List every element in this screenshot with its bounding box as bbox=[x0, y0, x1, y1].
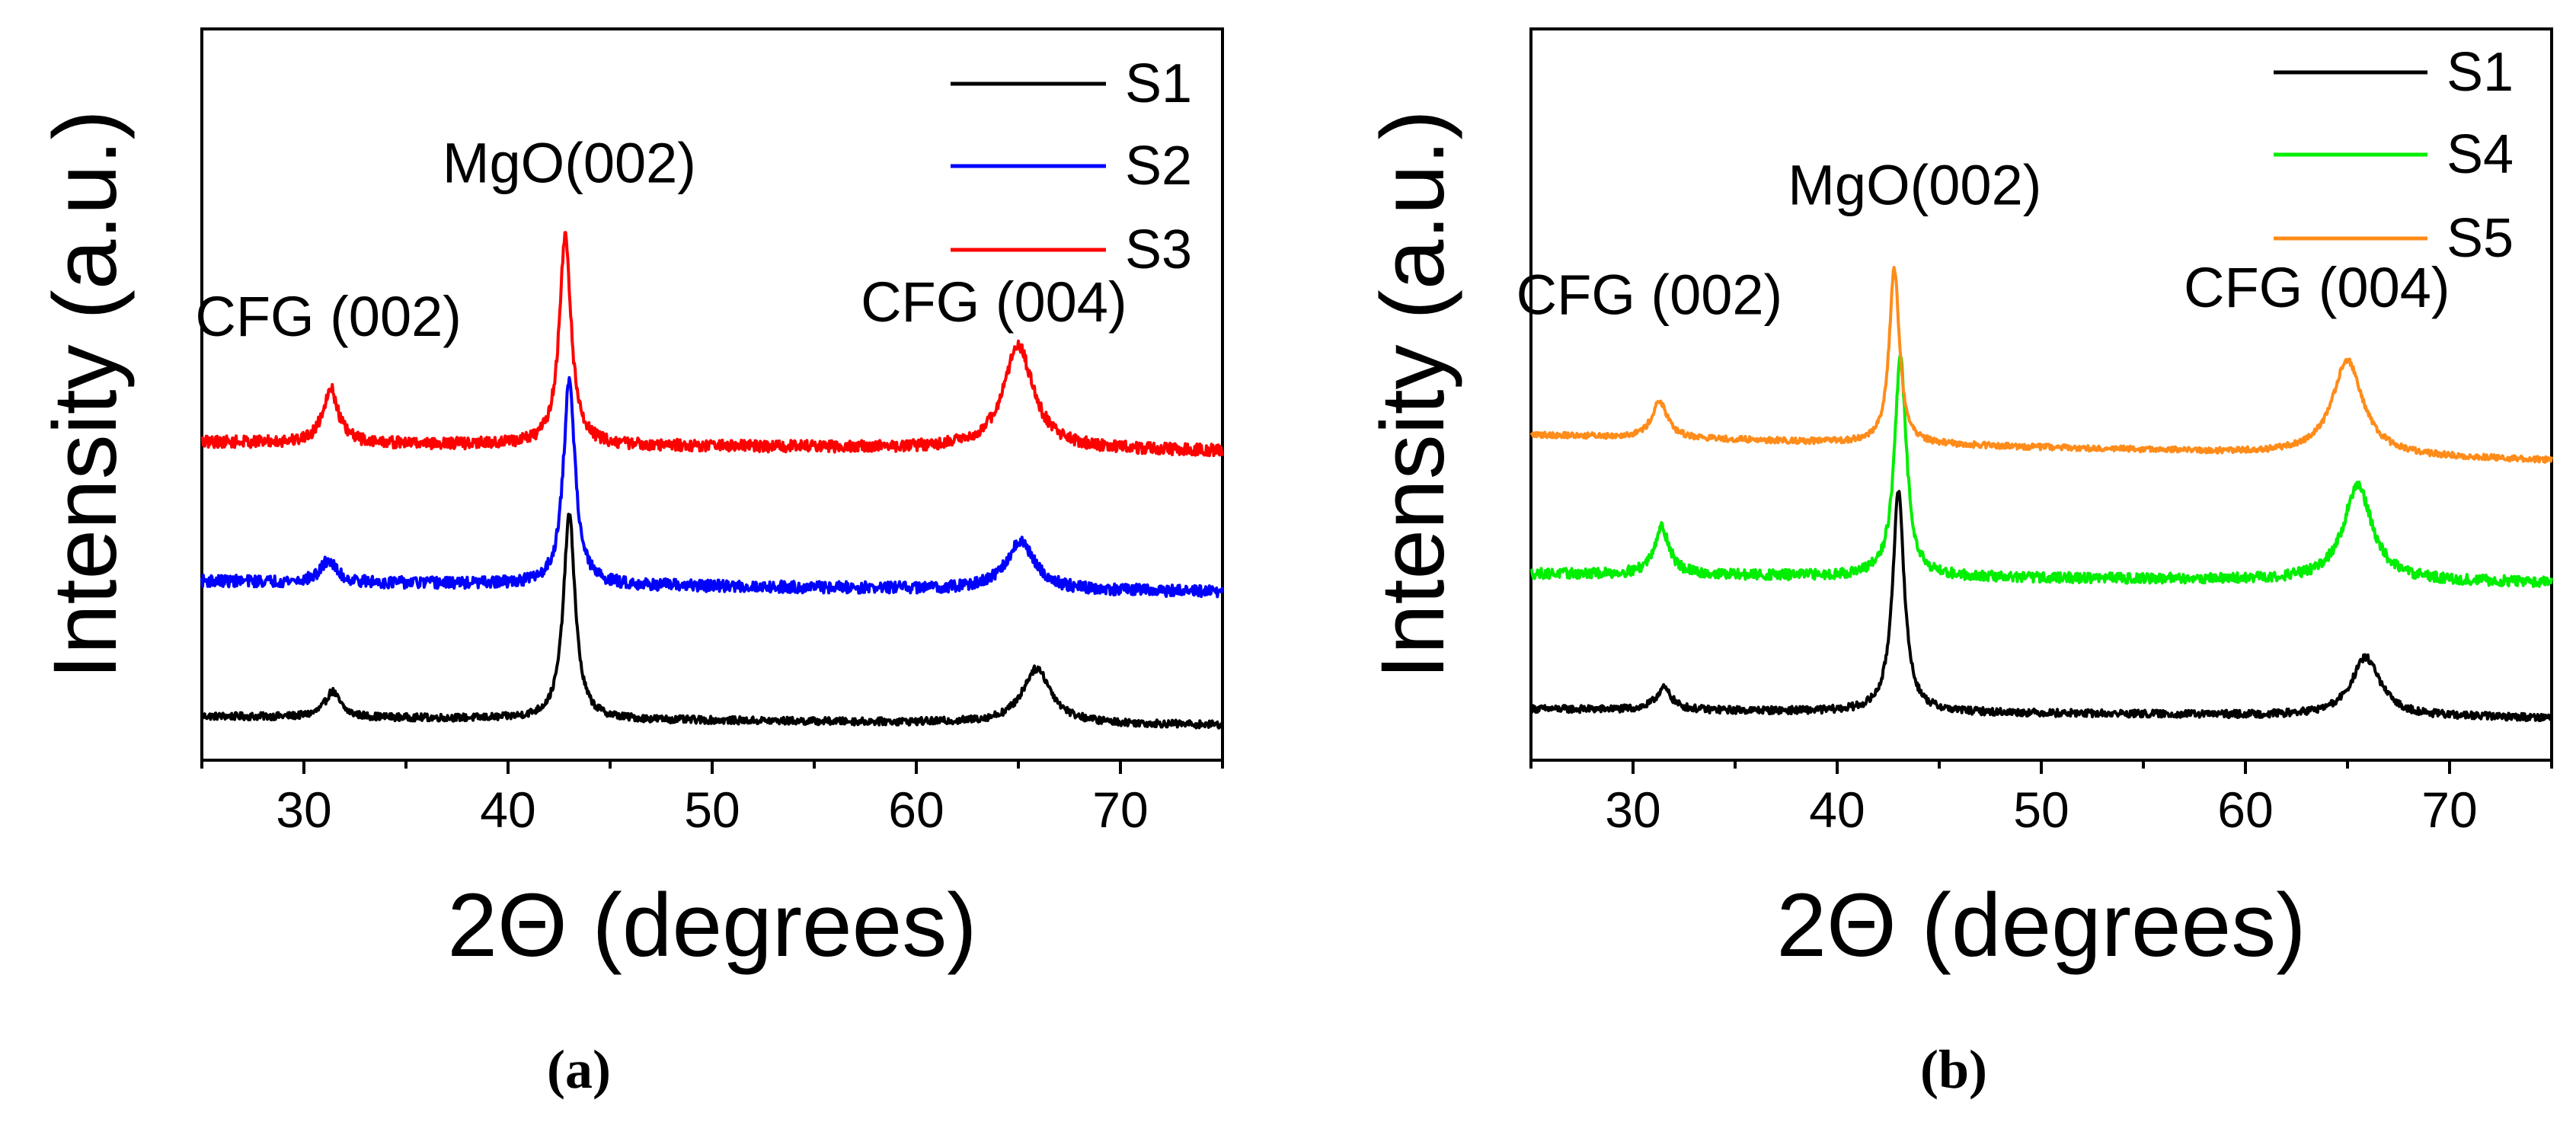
series-line-s2 bbox=[200, 376, 1224, 599]
x-tick-label: 50 bbox=[684, 782, 740, 838]
peak-annotation-cfg-004: CFG (004) bbox=[2184, 256, 2450, 319]
panel-label-b: (b) bbox=[1920, 1039, 1987, 1100]
panel-label-a: (a) bbox=[547, 1039, 611, 1100]
series-lines bbox=[200, 231, 1224, 730]
series-line-s3 bbox=[200, 231, 1224, 458]
peak-annotation-cfg-002: CFG (002) bbox=[195, 285, 462, 348]
peak-annotations: CFG (002) MgO(002) CFG (004) bbox=[195, 132, 1127, 349]
x-axis-label: 2Θ (degrees) bbox=[1776, 875, 2306, 976]
legend-label-s2: S2 bbox=[1125, 136, 1192, 197]
x-tick-label: 70 bbox=[1092, 782, 1148, 838]
x-tick-labels: 30 40 50 60 70 bbox=[1605, 782, 2477, 838]
legend: S1 S4 S5 bbox=[2274, 42, 2514, 269]
peak-annotation-mgo-002: MgO(002) bbox=[1788, 153, 2041, 216]
x-tick-label: 50 bbox=[2013, 782, 2069, 838]
x-tick-label: 60 bbox=[2217, 782, 2273, 838]
chart-panel-a: 30 40 50 60 70 CFG (002) MgO(002) CFG (0… bbox=[35, 27, 1224, 1100]
series-lines bbox=[1529, 266, 2553, 722]
legend-label-s4: S4 bbox=[2447, 124, 2514, 185]
plot-frame bbox=[1529, 27, 2553, 762]
series-line-s4 bbox=[1529, 354, 2553, 588]
x-ticks bbox=[200, 760, 1224, 774]
peak-annotation-cfg-002: CFG (002) bbox=[1517, 263, 1783, 326]
legend-label-s1: S1 bbox=[1125, 53, 1192, 114]
y-axis-label: Intensity (a.u.) bbox=[1363, 110, 1463, 679]
x-tick-label: 30 bbox=[1605, 782, 1660, 838]
series-line-s1 bbox=[200, 513, 1224, 730]
peak-annotation-cfg-004: CFG (004) bbox=[861, 270, 1127, 334]
x-axis-label: 2Θ (degrees) bbox=[447, 875, 976, 976]
legend-label-s5: S5 bbox=[2447, 208, 2514, 269]
series-line-s1 bbox=[1529, 490, 2553, 722]
x-tick-labels: 30 40 50 60 70 bbox=[276, 782, 1148, 838]
x-tick-label: 30 bbox=[276, 782, 331, 838]
x-tick-label: 70 bbox=[2421, 782, 2477, 838]
peak-annotations: CFG (002) MgO(002) CFG (004) bbox=[1517, 153, 2450, 326]
series-line-s5 bbox=[1529, 266, 2553, 464]
y-axis-label: Intensity (a.u.) bbox=[35, 110, 136, 679]
plot-frame bbox=[200, 27, 1224, 762]
peak-annotation-mgo-002: MgO(002) bbox=[443, 132, 696, 195]
x-ticks bbox=[1529, 760, 2553, 774]
legend-label-s3: S3 bbox=[1125, 219, 1192, 280]
chart-panel-b: 30 40 50 60 70 CFG (002) MgO(002) CFG (0… bbox=[1363, 27, 2553, 1100]
x-tick-label: 40 bbox=[1809, 782, 1865, 838]
legend-label-s1: S1 bbox=[2447, 42, 2514, 103]
x-tick-label: 60 bbox=[888, 782, 944, 838]
legend: S1 S2 S3 bbox=[951, 53, 1192, 280]
x-tick-label: 40 bbox=[480, 782, 535, 838]
